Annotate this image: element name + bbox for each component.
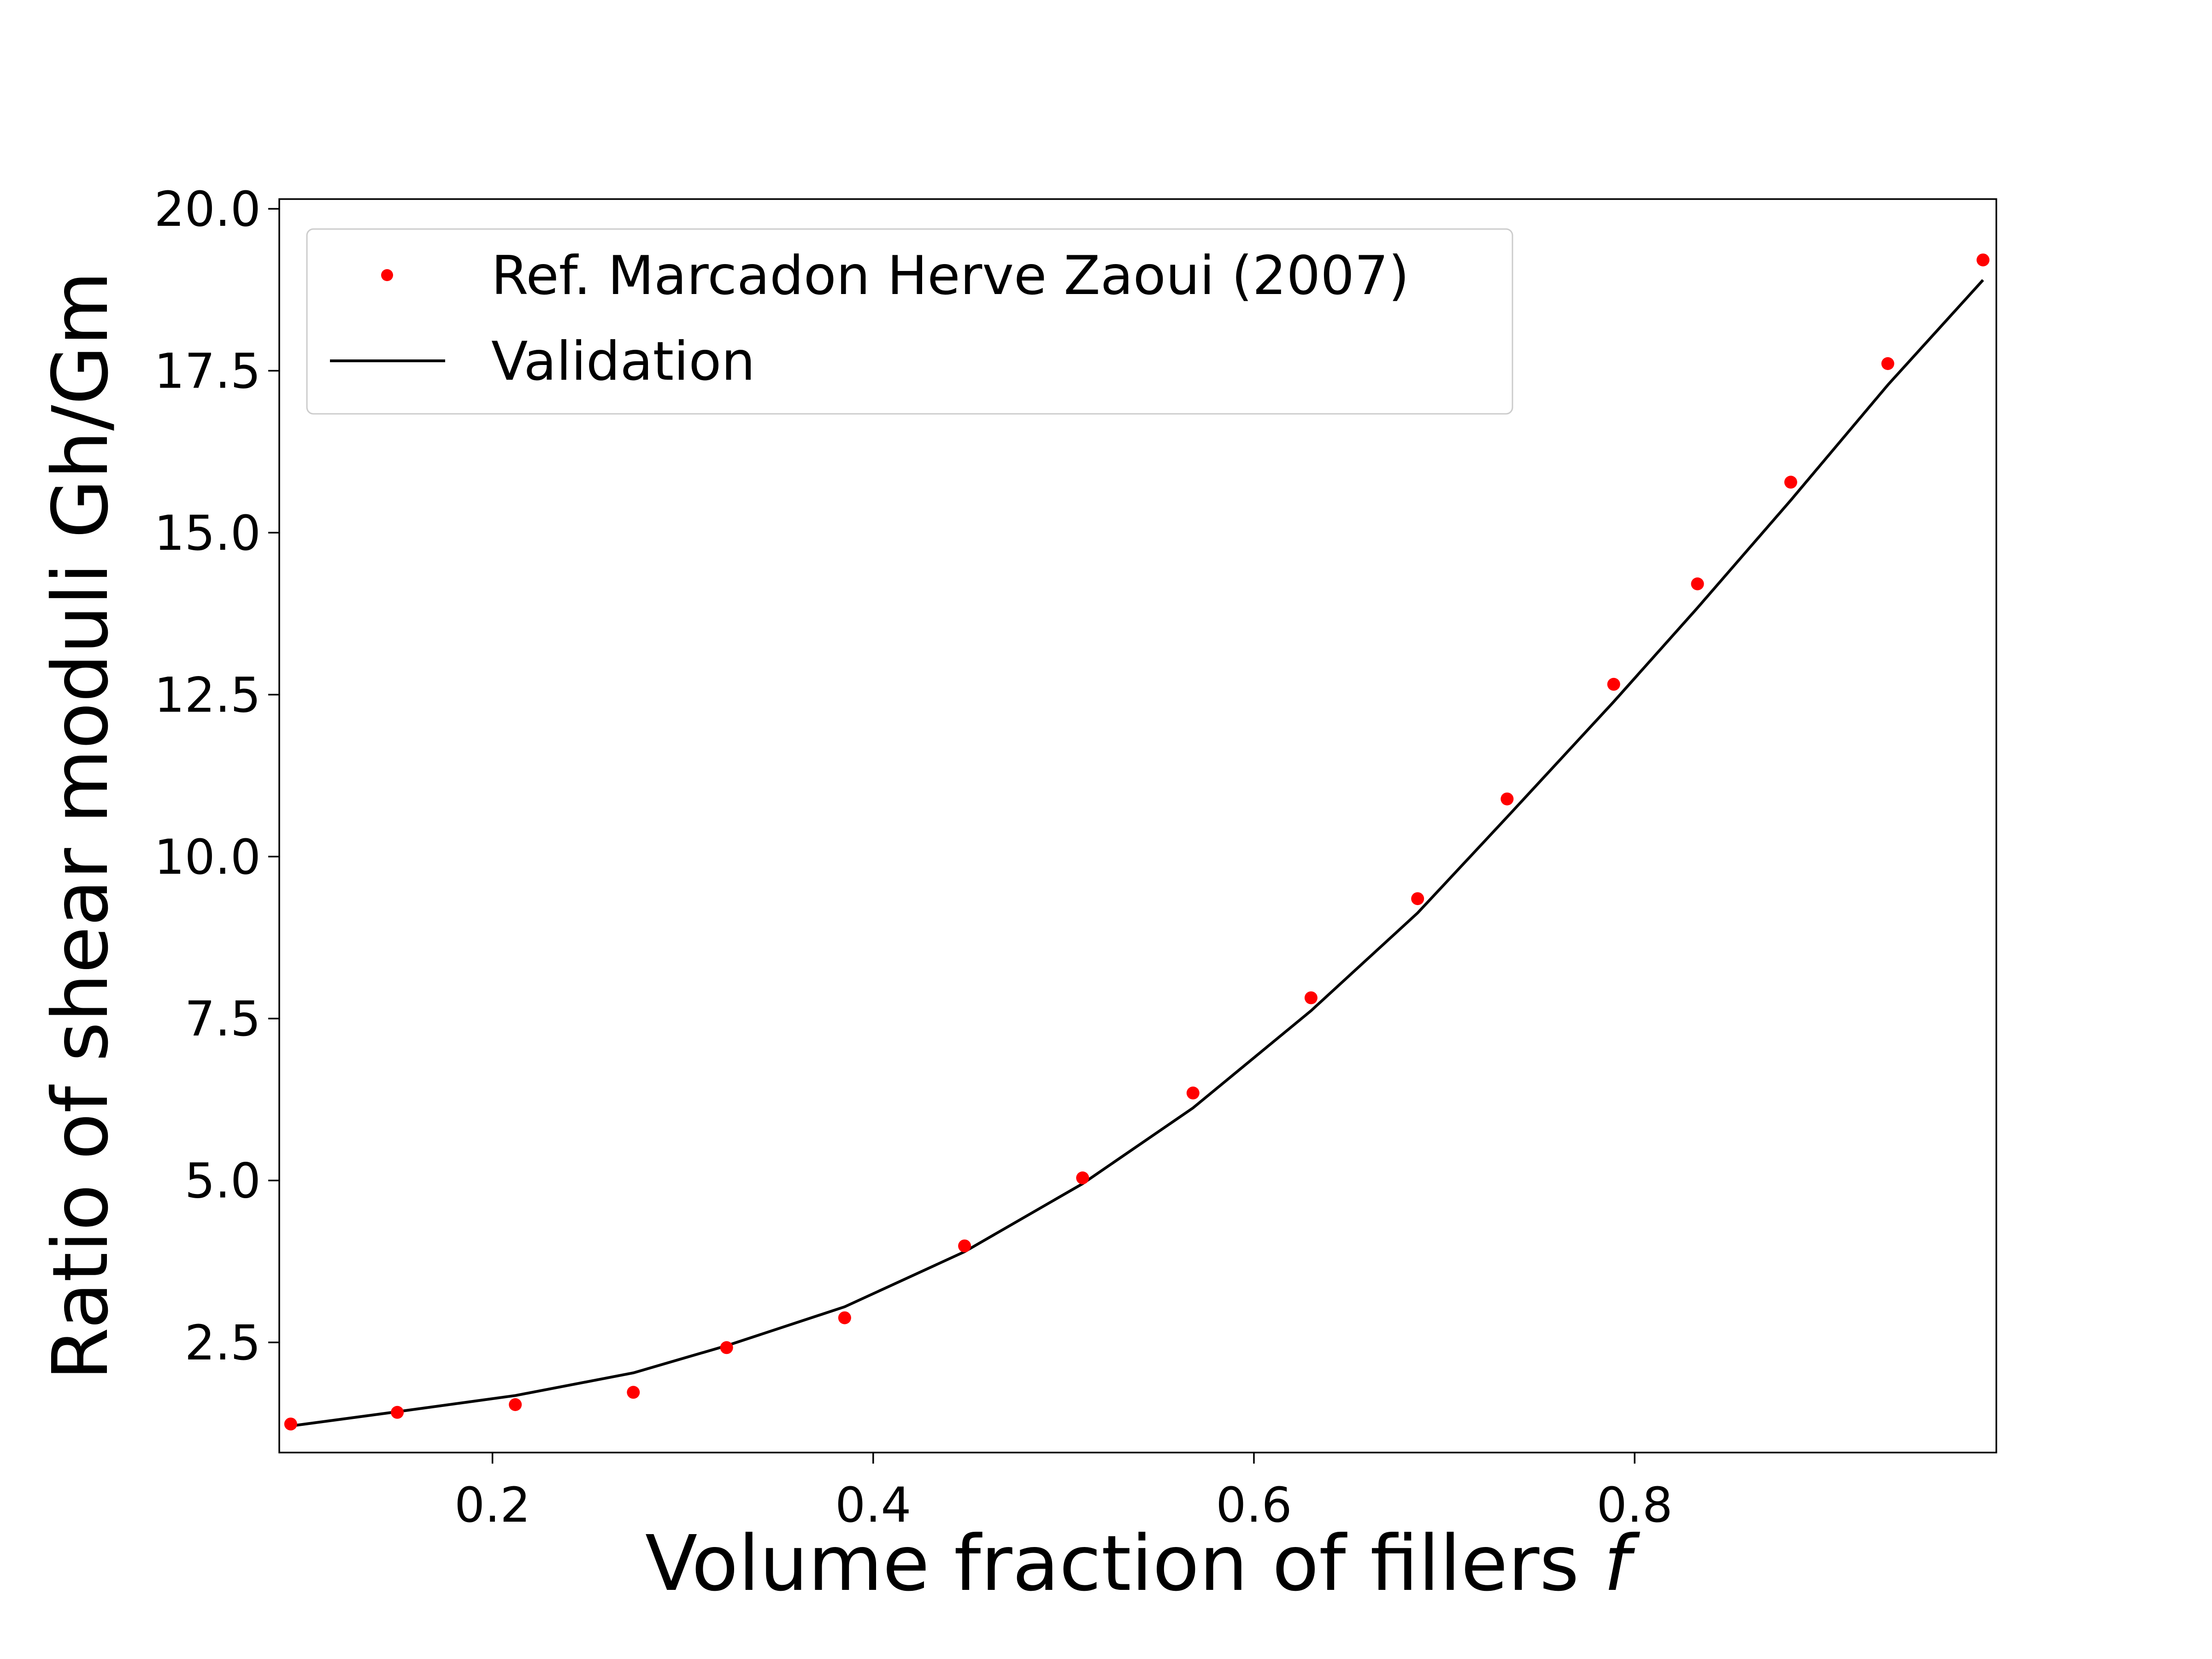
data-point-reference bbox=[1881, 357, 1894, 370]
y-tick-label: 5.0 bbox=[185, 1153, 261, 1209]
y-tick-label: 15.0 bbox=[154, 505, 261, 561]
x-axis-label: Volume fraction of fillers f bbox=[645, 1519, 1641, 1608]
y-tick-label: 2.5 bbox=[185, 1315, 261, 1371]
data-point-reference bbox=[1304, 991, 1318, 1005]
data-point-reference bbox=[627, 1386, 640, 1399]
legend-label-reference: Ref. Marcadon Herve Zaoui (2007) bbox=[491, 245, 1409, 307]
data-point-reference bbox=[1500, 792, 1514, 806]
data-point-reference bbox=[958, 1239, 971, 1253]
x-tick-label: 0.8 bbox=[1596, 1477, 1672, 1533]
y-tick-label: 7.5 bbox=[185, 991, 261, 1047]
data-point-reference bbox=[391, 1406, 404, 1419]
data-point-reference bbox=[509, 1398, 522, 1411]
y-tick-label: 10.0 bbox=[154, 829, 261, 885]
data-point-reference bbox=[720, 1341, 733, 1354]
y-tick-label: 17.5 bbox=[154, 343, 261, 400]
legend-label-validation: Validation bbox=[491, 330, 755, 393]
y-axis-label: Ratio of shear moduli Gh/Gm bbox=[36, 271, 125, 1380]
y-tick-label: 12.5 bbox=[154, 667, 261, 723]
y-axis: 2.5 5.0 7.5 10.0 12.5 15.0 17.5 20.0 bbox=[154, 181, 279, 1371]
data-point-reference bbox=[1607, 677, 1620, 691]
data-point-reference bbox=[1977, 253, 1990, 267]
data-point-reference bbox=[1691, 577, 1704, 590]
data-point-reference bbox=[838, 1311, 851, 1324]
x-tick-label: 0.2 bbox=[454, 1477, 530, 1533]
x-tick-label: 0.6 bbox=[1216, 1477, 1292, 1533]
x-axis: 0.2 0.4 0.6 0.8 bbox=[454, 1453, 1673, 1533]
legend: Ref. Marcadon Herve Zaoui (2007) Validat… bbox=[306, 228, 1513, 415]
series-line-validation bbox=[290, 279, 1984, 1428]
x-tick-label: 0.4 bbox=[835, 1477, 911, 1533]
data-point-reference bbox=[1784, 476, 1797, 489]
series-layer bbox=[284, 253, 1990, 1431]
data-point-reference bbox=[1186, 1086, 1200, 1100]
data-point-reference bbox=[1411, 892, 1424, 906]
plot-frame bbox=[278, 198, 1997, 1453]
data-point-reference bbox=[284, 1418, 297, 1431]
y-tick-label: 20.0 bbox=[154, 181, 261, 237]
x-axis-label-text: Volume fraction of fillers bbox=[645, 1519, 1579, 1608]
legend-box bbox=[306, 228, 1513, 415]
legend-marker-scatter bbox=[381, 269, 393, 281]
data-point-reference bbox=[1076, 1171, 1089, 1184]
